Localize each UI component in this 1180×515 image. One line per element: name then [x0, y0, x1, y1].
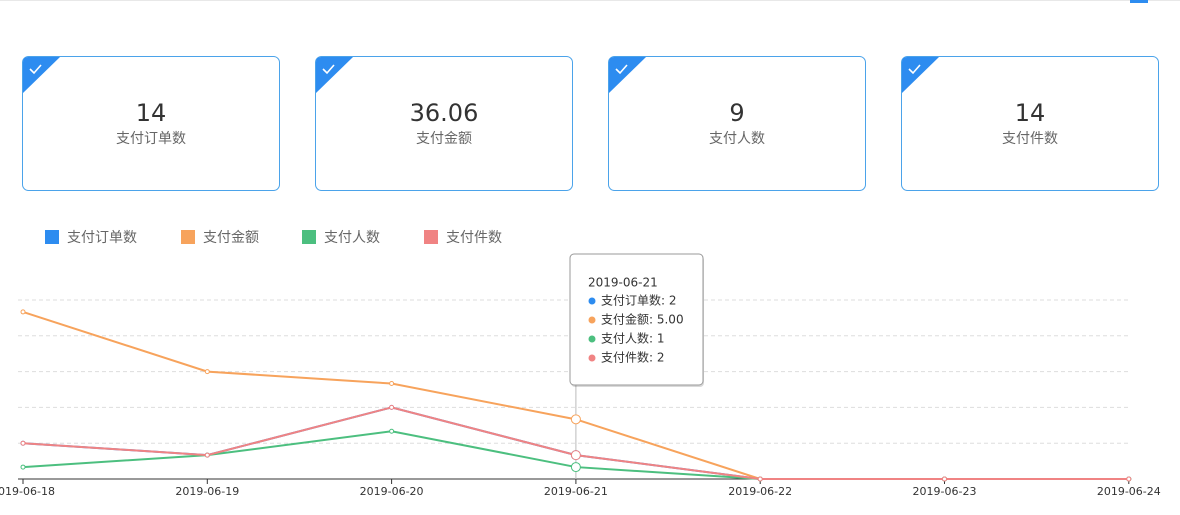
- legend-label: 支付金额: [203, 230, 259, 246]
- x-tick-label: 2019-06-21: [544, 485, 608, 498]
- x-tick-label: 2019-06-23: [913, 485, 977, 498]
- tooltip: [569, 253, 704, 386]
- legend-label: 支付订单数: [67, 230, 137, 246]
- x-tick-label: 2019-06-20: [360, 485, 424, 498]
- x-tick-label: 2019-06-18: [0, 485, 55, 498]
- check-icon: [908, 64, 921, 75]
- check-icon: [322, 64, 335, 75]
- data-point[interactable]: [389, 381, 395, 387]
- check-icon: [29, 64, 42, 75]
- data-point[interactable]: [204, 452, 210, 458]
- tooltip-title: 2019-06-21: [588, 276, 658, 290]
- tooltip-item: 支付订单数: 2: [601, 293, 677, 308]
- card-value: 14: [136, 99, 167, 127]
- tooltip-dot: [588, 335, 596, 343]
- data-point[interactable]: [1126, 476, 1132, 482]
- card-label: 支付订单数: [116, 131, 186, 147]
- data-point[interactable]: [20, 440, 26, 446]
- data-point[interactable]: [942, 476, 947, 482]
- x-tick-label: 2019-06-19: [175, 485, 239, 498]
- card-check-badge: [609, 57, 646, 93]
- card[interactable]: [22, 56, 280, 191]
- tooltip-dot: [588, 316, 596, 324]
- legend-swatch[interactable]: [424, 230, 438, 244]
- data-point[interactable]: [570, 462, 581, 473]
- x-tick-label: 2019-06-24: [1097, 485, 1161, 498]
- legend-swatch[interactable]: [45, 230, 59, 244]
- card[interactable]: [608, 56, 866, 191]
- legend-label: 支付人数: [324, 230, 380, 246]
- card-value: 9: [729, 99, 744, 127]
- card-check-badge: [902, 57, 939, 93]
- card[interactable]: [901, 56, 1159, 191]
- x-tick-label: 2019-06-22: [728, 485, 792, 498]
- corner-icon: [1130, 0, 1148, 3]
- data-point[interactable]: [570, 450, 581, 461]
- check-icon: [615, 64, 628, 75]
- data-point[interactable]: [757, 476, 763, 482]
- tooltip-item: 支付金额: 5.00: [601, 312, 684, 327]
- data-point[interactable]: [204, 369, 210, 375]
- data-point[interactable]: [389, 404, 395, 410]
- legend-label: 支付件数: [446, 230, 502, 246]
- tooltip-dot: [588, 354, 596, 362]
- tooltip-dot: [588, 297, 596, 305]
- card-label: 支付人数: [709, 131, 765, 147]
- card-label: 支付金额: [416, 131, 472, 147]
- card-label: 支付件数: [1002, 131, 1058, 147]
- legend-swatch[interactable]: [181, 230, 195, 244]
- card-value: 14: [1015, 99, 1046, 127]
- card-check-badge: [23, 57, 60, 93]
- data-point[interactable]: [20, 309, 26, 315]
- legend-swatch[interactable]: [302, 230, 316, 244]
- tooltip-item: 支付人数: 1: [601, 331, 665, 346]
- data-point[interactable]: [389, 428, 395, 434]
- card-check-badge: [316, 57, 353, 93]
- data-point[interactable]: [570, 414, 581, 425]
- card-value: 36.06: [410, 99, 479, 127]
- card[interactable]: [315, 56, 573, 191]
- tooltip-item: 支付件数: 2: [601, 350, 665, 365]
- data-point[interactable]: [20, 464, 26, 470]
